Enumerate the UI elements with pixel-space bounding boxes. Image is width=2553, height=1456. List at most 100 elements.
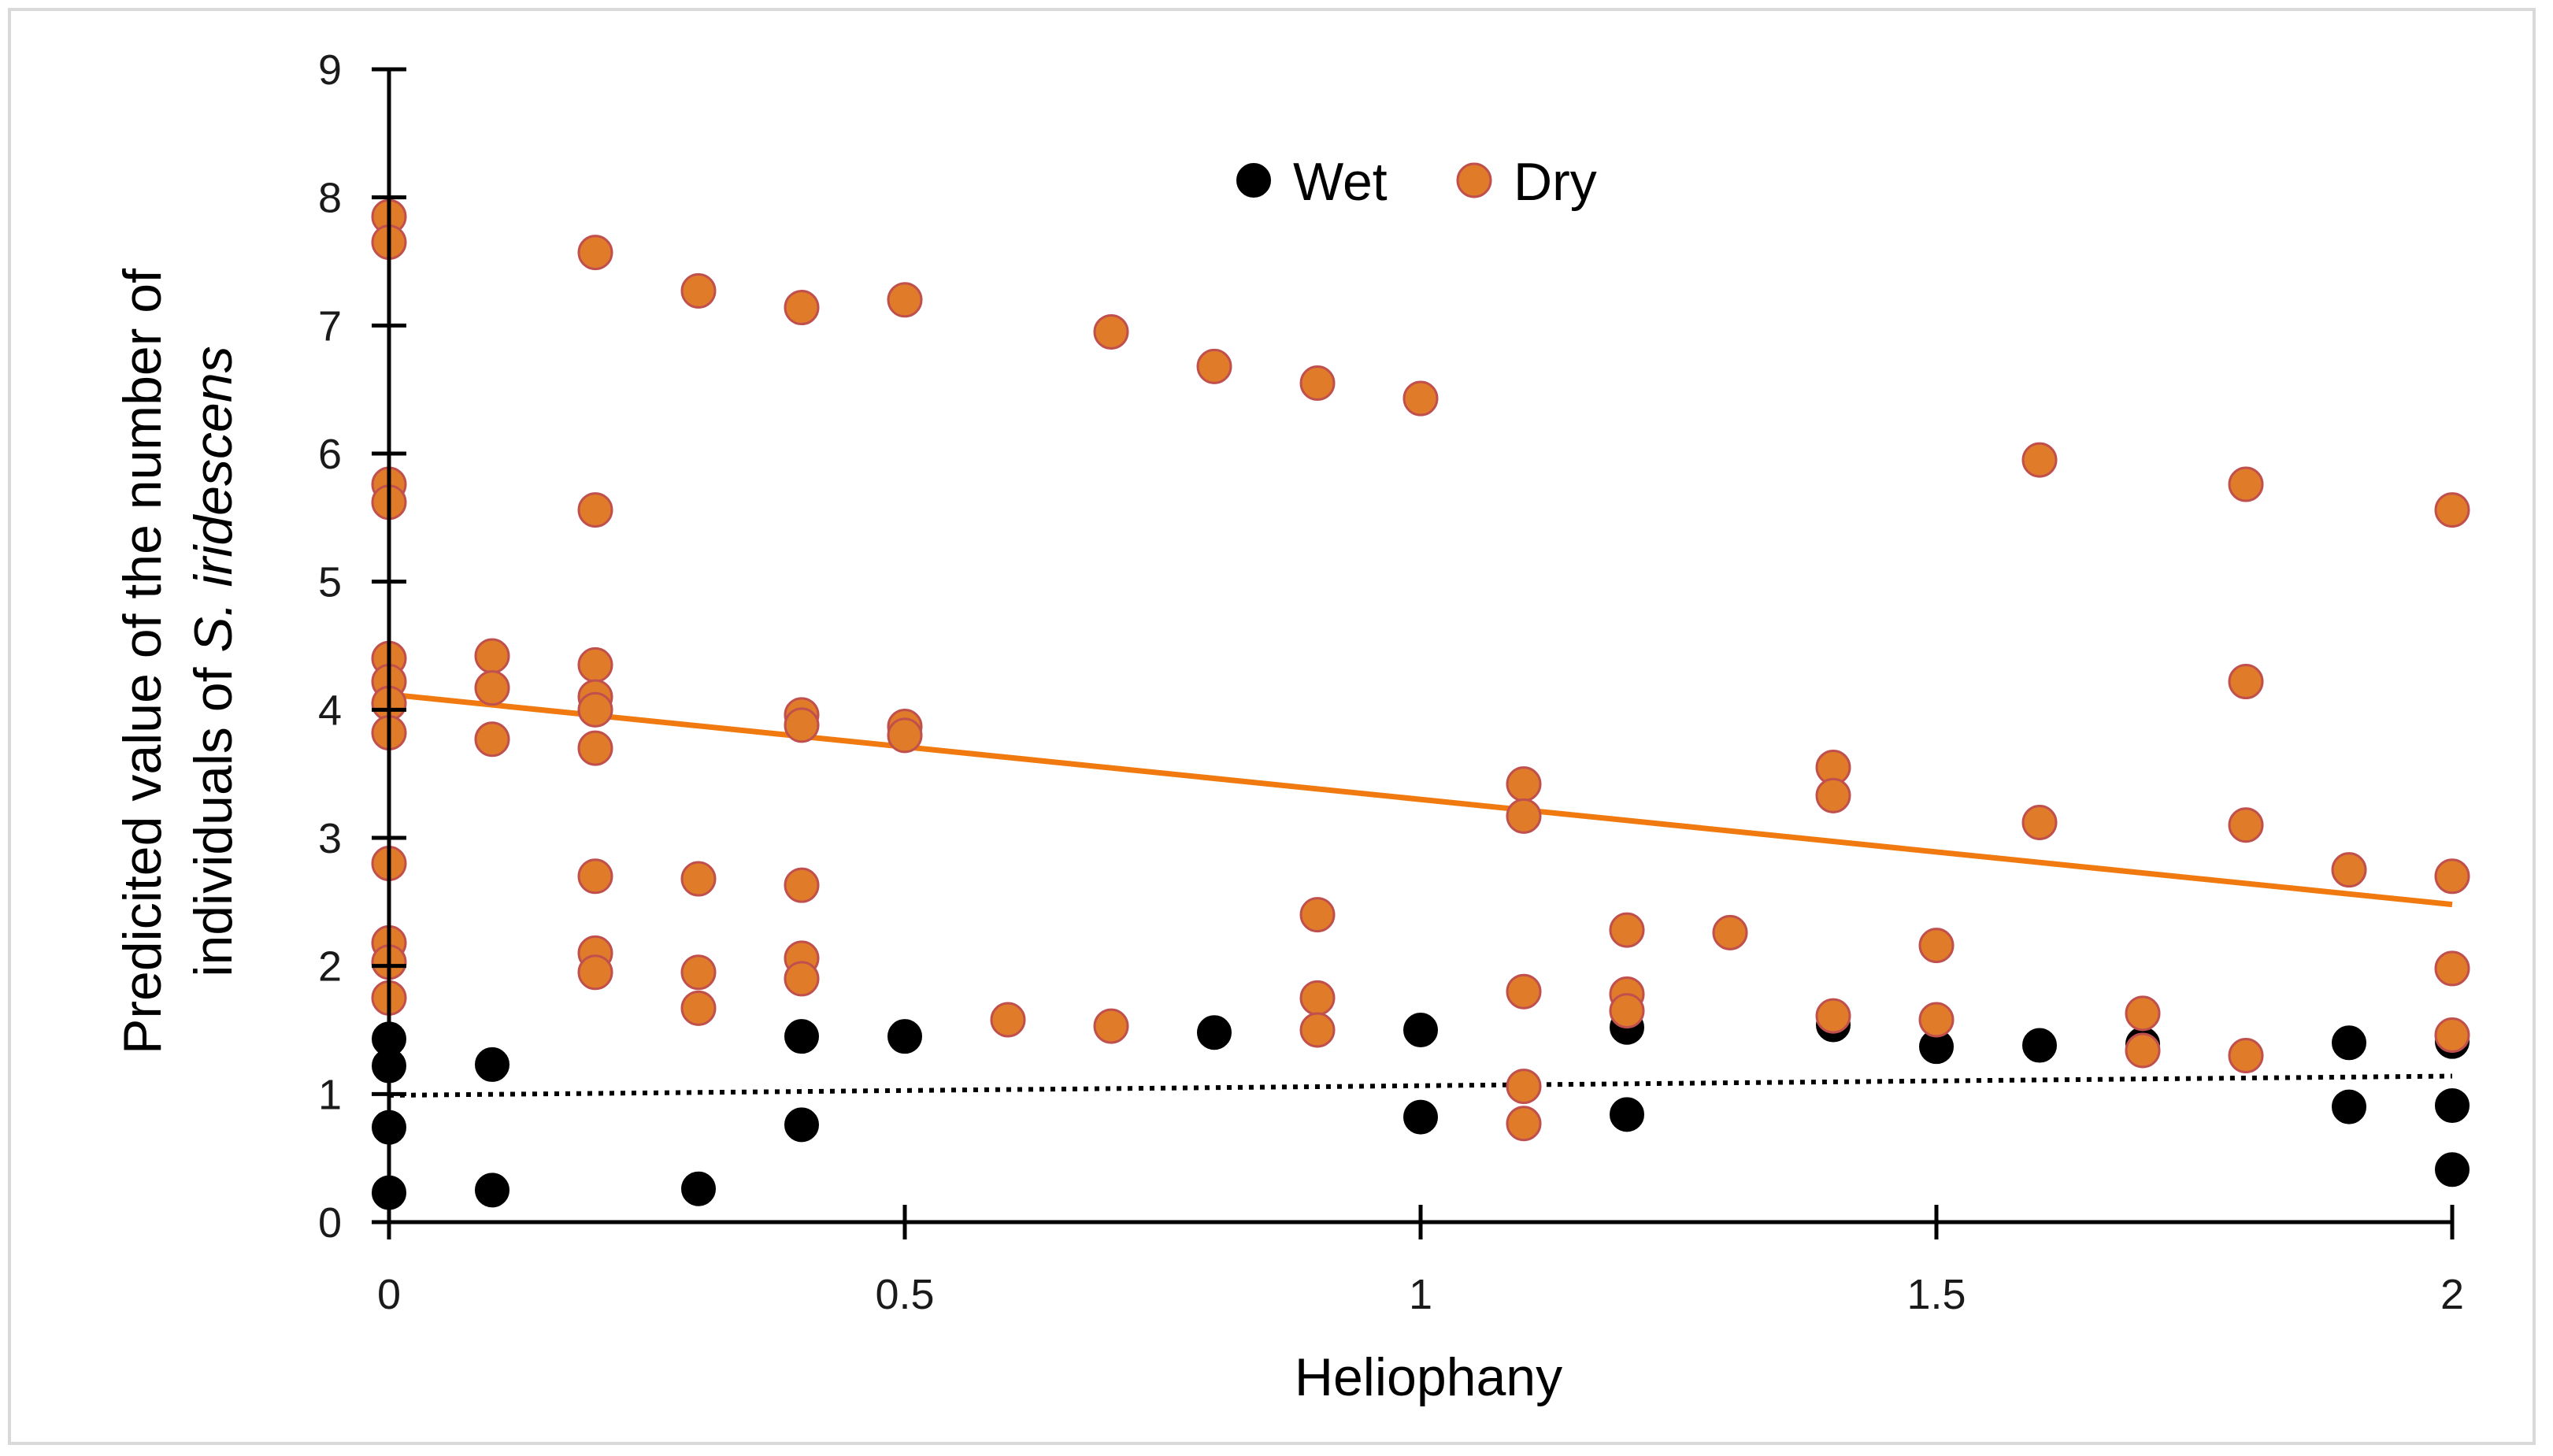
point-dry [1093,313,1129,350]
point-dry [680,272,717,309]
point-wet [475,1173,509,1208]
legend-dry-marker [1456,162,1492,198]
y-tick-label: 2 [318,943,342,991]
point-dry [577,492,613,528]
point-dry [887,717,923,754]
point-wet [784,1019,819,1054]
point-dry [2228,466,2264,502]
y-tick-label: 4 [318,687,342,734]
point-dry [474,670,510,706]
point-wet [475,1047,509,1082]
y-axis-title-line-1: Predicited value of the number of [113,269,172,1054]
point-dry [2331,852,2367,888]
legend-dry-label: Dry [1514,152,1597,212]
point-dry [1299,980,1336,1016]
point-dry [1506,1069,1542,1105]
point-dry [1609,993,1645,1029]
point-wet [1403,1013,1438,1047]
point-dry [2434,950,2470,987]
y-tick-label: 3 [318,815,342,862]
point-wet [784,1107,819,1143]
point-wet [2332,1025,2366,1061]
point-dry [680,990,717,1026]
point-dry [1506,766,1542,802]
x-tick-label: 0.5 [875,1271,934,1318]
y-axis-title-line-2: individuals of S. iridescens [183,346,243,976]
point-dry [1609,912,1645,948]
trendline-dry [388,691,2453,908]
y-tick-label: 8 [318,175,342,222]
point-dry [887,282,923,318]
point-dry [474,721,510,758]
point-wet [887,1019,922,1054]
point-wet [1197,1015,1232,1050]
trendline-layer [388,691,2453,1098]
point-dry [2125,1032,2161,1069]
trendline-wet [388,1073,2453,1098]
point-dry [474,638,510,674]
y-tick-label: 0 [318,1199,342,1247]
point-dry [1506,973,1542,1010]
point-dry [1712,914,1748,950]
point-dry [2228,664,2264,700]
point-dry [990,1002,1026,1038]
point-wet [681,1171,716,1206]
point-wet [2332,1089,2366,1124]
x-tick-label: 1.5 [1906,1271,1966,1318]
point-wet [1403,1099,1438,1135]
point-dry [577,858,613,895]
point-dry [2228,1038,2264,1074]
y-tick-label: 9 [318,46,342,94]
chart-frame: 0 1 2 3 4 5 6 7 8 9 0 0.5 1 1.5 2 Wet Dry Heliophany P… [8,8,2536,1445]
point-dry [2021,804,2058,840]
y-tick-label: 7 [318,302,342,350]
point-dry [2125,995,2161,1032]
point-dry [1815,998,1851,1034]
ticks-layer: 0 1 2 3 4 5 6 7 8 9 0 0.5 1 1.5 2 [318,46,2464,1318]
point-dry [2434,492,2470,528]
point-dry [2434,1017,2470,1054]
x-tick-label: 1 [1409,1271,1432,1318]
point-dry [1506,798,1542,834]
points-layer [371,198,2470,1210]
y-tick-label: 5 [318,559,342,606]
point-dry [2228,807,2264,843]
y-axis-title-species: S. iridescens [183,346,243,652]
point-dry [577,954,613,991]
point-dry [784,867,820,903]
point-dry [1196,348,1232,384]
point-wet [1610,1097,1644,1132]
legend-wet-marker [1236,163,1271,198]
point-dry [1918,1002,1955,1038]
point-dry [577,730,613,766]
point-dry [1299,1012,1336,1048]
x-tick-label: 2 [2440,1271,2464,1318]
point-dry [1299,897,1336,933]
point-dry [577,646,613,683]
point-dry [784,961,820,997]
point-dry [577,235,613,271]
point-dry [680,954,717,991]
point-dry [1299,365,1336,402]
point-dry [1918,928,1955,964]
point-wet [2435,1087,2470,1123]
legend-wet-label: Wet [1293,152,1388,212]
point-wet [2435,1152,2470,1187]
y-tick-label: 6 [318,431,342,478]
point-dry [1402,380,1439,417]
point-wet [2022,1028,2057,1063]
x-axis-title: Heliophany [1295,1347,1562,1407]
point-dry [1506,1106,1542,1142]
point-dry [680,861,717,897]
point-dry [577,691,613,728]
point-dry [784,707,820,743]
y-axis-title-prefix: individuals of [183,653,243,977]
x-tick-label: 0 [377,1271,401,1318]
y-tick-label: 1 [318,1071,342,1118]
scatter-chart: 0 1 2 3 4 5 6 7 8 9 0 0.5 1 1.5 2 Wet Dry Heliophany P… [113,46,2470,1407]
point-dry [2434,858,2470,895]
point-dry [1815,777,1851,813]
point-dry [1093,1008,1129,1044]
legend: Wet Dry [1236,152,1597,212]
point-dry [784,290,820,326]
